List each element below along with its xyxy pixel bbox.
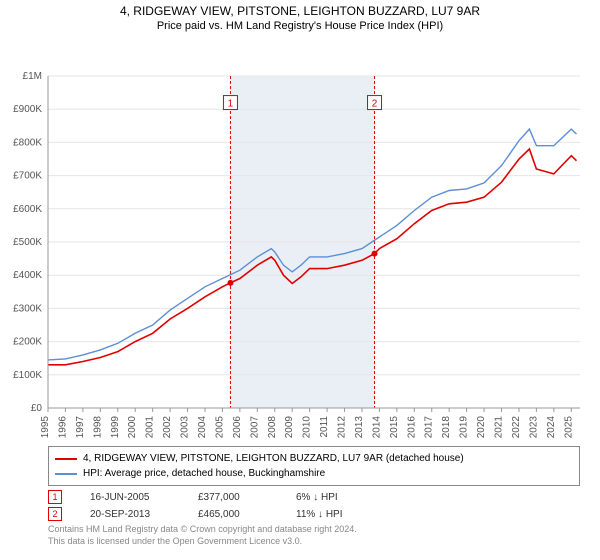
y-tick-label: £500K bbox=[13, 237, 42, 248]
y-tick-label: £1M bbox=[23, 71, 42, 82]
y-tick-label: £0 bbox=[31, 403, 43, 414]
x-tick-label: 1997 bbox=[75, 416, 86, 439]
legend-swatch bbox=[55, 458, 77, 460]
price-chart: £0 £100K £200K £300K £400K £500K £600K £700K £80… bbox=[0, 32, 600, 442]
x-tick-label: 2022 bbox=[511, 416, 522, 439]
footer-line-1: Contains HM Land Registry data © Crown c… bbox=[48, 524, 580, 536]
x-tick-label: 2016 bbox=[406, 416, 417, 439]
x-tick-label: 2019 bbox=[459, 416, 470, 439]
sale-price: £377,000 bbox=[198, 492, 268, 503]
x-tick-label: 2001 bbox=[145, 416, 156, 439]
x-tick-label: 2000 bbox=[127, 416, 138, 439]
sale-marker-label: 1 bbox=[228, 99, 234, 110]
x-tick-label: 2018 bbox=[441, 416, 452, 439]
y-tick-label: £600K bbox=[13, 204, 42, 215]
sales-table: 1 16-JUN-2005 £377,000 6% ↓ HPI 2 20-SEP-2013… bbox=[48, 490, 580, 521]
sale-row: 1 16-JUN-2005 £377,000 6% ↓ HPI bbox=[48, 490, 580, 504]
legend-label: HPI: Average price, detached house, Buck… bbox=[83, 466, 325, 481]
sale-delta: 6% ↓ HPI bbox=[296, 492, 338, 503]
x-tick-label: 2017 bbox=[424, 416, 435, 439]
x-tick-label: 2005 bbox=[214, 416, 225, 439]
legend-item: HPI: Average price, detached house, Buck… bbox=[55, 466, 573, 481]
chart-title: 4, RIDGEWAY VIEW, PITSTONE, LEIGHTON BUZ… bbox=[0, 4, 600, 18]
footer-line-2: This data is licensed under the Open Gov… bbox=[48, 536, 580, 548]
y-tick-label: £300K bbox=[13, 303, 42, 314]
y-tick-label: £900K bbox=[13, 104, 42, 115]
x-tick-label: 2021 bbox=[494, 416, 505, 439]
y-tick-label: £800K bbox=[13, 137, 42, 148]
chart-subtitle: Price paid vs. HM Land Registry's House … bbox=[0, 20, 600, 32]
legend: 4, RIDGEWAY VIEW, PITSTONE, LEIGHTON BUZ… bbox=[48, 446, 580, 486]
x-tick-label: 2011 bbox=[319, 416, 330, 438]
sale-row-marker: 1 bbox=[48, 490, 62, 504]
legend-label: 4, RIDGEWAY VIEW, PITSTONE, LEIGHTON BUZ… bbox=[83, 451, 464, 466]
sale-date: 20-SEP-2013 bbox=[90, 509, 170, 520]
sale-dot bbox=[227, 280, 233, 286]
sale-date: 16-JUN-2005 bbox=[90, 492, 170, 503]
sale-row: 2 20-SEP-2013 £465,000 11% ↓ HPI bbox=[48, 507, 580, 521]
legend-item: 4, RIDGEWAY VIEW, PITSTONE, LEIGHTON BUZ… bbox=[55, 451, 573, 466]
x-tick-label: 2013 bbox=[354, 416, 365, 439]
title-block: 4, RIDGEWAY VIEW, PITSTONE, LEIGHTON BUZ… bbox=[0, 0, 600, 32]
x-tick-label: 2010 bbox=[302, 416, 313, 439]
y-tick-label: £700K bbox=[13, 171, 42, 182]
legend-swatch bbox=[55, 473, 77, 475]
x-tick-label: 1995 bbox=[40, 416, 51, 439]
y-tick-label: £400K bbox=[13, 270, 42, 281]
sale-delta: 11% ↓ HPI bbox=[296, 509, 343, 520]
x-tick-label: 2009 bbox=[284, 416, 295, 439]
x-tick-label: 2023 bbox=[528, 416, 539, 439]
x-tick-label: 2002 bbox=[162, 416, 173, 439]
y-tick-label: £100K bbox=[13, 370, 42, 381]
x-tick-label: 2012 bbox=[337, 416, 348, 439]
x-tick-label: 1998 bbox=[92, 416, 103, 439]
x-tick-label: 2007 bbox=[249, 416, 260, 439]
x-tick-label: 1996 bbox=[57, 416, 68, 439]
x-tick-label: 2003 bbox=[180, 416, 191, 439]
sale-dot bbox=[372, 251, 378, 257]
x-tick-label: 2015 bbox=[389, 416, 400, 439]
x-tick-label: 2014 bbox=[371, 416, 382, 439]
x-tick-label: 2024 bbox=[546, 416, 557, 439]
x-tick-label: 2004 bbox=[197, 416, 208, 439]
x-tick-label: 2020 bbox=[476, 416, 487, 439]
sale-row-marker: 2 bbox=[48, 507, 62, 521]
sale-price: £465,000 bbox=[198, 509, 268, 520]
x-tick-label: 1999 bbox=[110, 416, 121, 439]
y-tick-label: £200K bbox=[13, 337, 42, 348]
x-tick-label: 2008 bbox=[267, 416, 278, 439]
x-tick-label: 2006 bbox=[232, 416, 243, 439]
attribution-footer: Contains HM Land Registry data © Crown c… bbox=[48, 524, 580, 547]
x-tick-label: 2025 bbox=[563, 416, 574, 439]
chart-container: 4, RIDGEWAY VIEW, PITSTONE, LEIGHTON BUZ… bbox=[0, 0, 600, 547]
sale-marker-label: 2 bbox=[372, 99, 378, 110]
